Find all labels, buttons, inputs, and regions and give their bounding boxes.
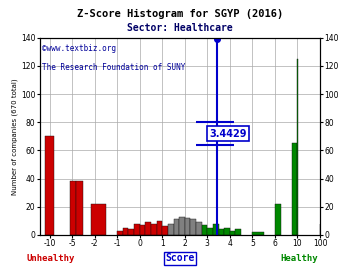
Text: The Research Foundation of SUNY: The Research Foundation of SUNY <box>42 63 186 72</box>
Bar <box>45 136 54 235</box>
Bar <box>207 228 213 235</box>
Bar <box>123 228 129 235</box>
Bar <box>252 232 264 235</box>
Bar <box>202 225 207 235</box>
Bar <box>235 229 241 235</box>
Text: Healthy: Healthy <box>280 254 318 263</box>
Text: ©www.textbiz.org: ©www.textbiz.org <box>42 44 116 53</box>
Bar <box>275 204 280 235</box>
Bar <box>185 218 190 235</box>
Bar <box>134 224 140 235</box>
Bar <box>117 231 123 235</box>
Bar <box>76 181 83 235</box>
Bar <box>179 217 185 235</box>
Bar <box>162 227 168 235</box>
Bar <box>129 229 134 235</box>
Bar <box>157 221 162 235</box>
Text: Score: Score <box>165 253 195 263</box>
Text: Z-Score Histogram for SGYP (2016): Z-Score Histogram for SGYP (2016) <box>77 9 283 19</box>
Bar <box>213 224 219 235</box>
Text: Sector: Healthcare: Sector: Healthcare <box>127 23 233 33</box>
Bar <box>151 224 157 235</box>
Bar <box>292 143 297 235</box>
Bar <box>70 181 76 235</box>
Bar <box>168 224 174 235</box>
Bar <box>224 228 230 235</box>
Text: Unhealthy: Unhealthy <box>26 254 75 263</box>
Bar <box>140 225 145 235</box>
Bar <box>174 220 179 235</box>
Bar <box>230 231 235 235</box>
Bar <box>145 222 151 235</box>
Text: 3.4429: 3.4429 <box>210 129 247 139</box>
Bar <box>190 220 196 235</box>
Bar <box>91 204 106 235</box>
Bar <box>196 222 202 235</box>
Bar <box>219 229 224 235</box>
Y-axis label: Number of companies (670 total): Number of companies (670 total) <box>12 78 18 195</box>
